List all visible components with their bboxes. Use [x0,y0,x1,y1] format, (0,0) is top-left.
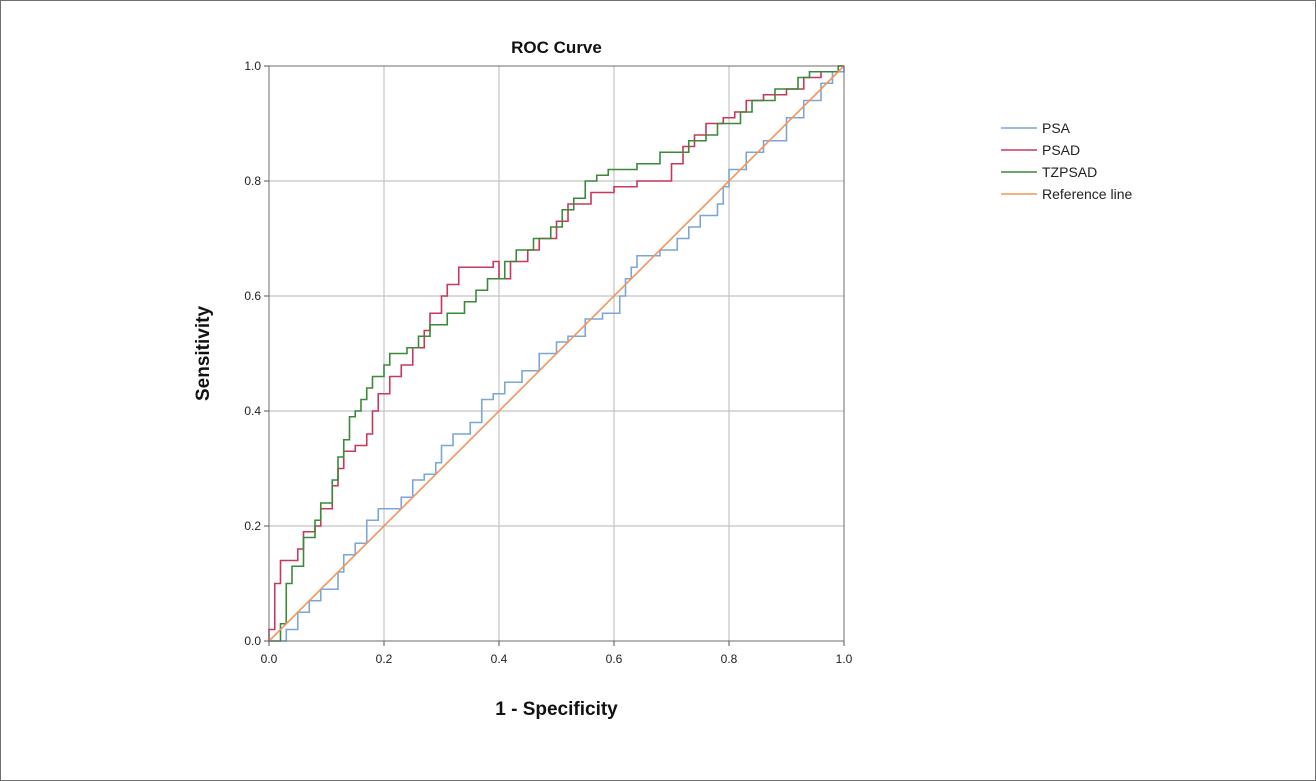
series-line-tzpsad [269,65,844,642]
x-axis-title: 1 - Specificity [495,699,618,720]
grid-layer [269,66,844,641]
y-tick-label: 0.0 [244,634,261,648]
legend-label: Reference line [1042,186,1132,202]
x-tick-label: 0.0 [261,652,278,666]
series-line-reference-line [268,65,845,642]
chart-title: ROC Curve [511,38,602,57]
legend: PSA PSAD TZPSAD Reference line [1001,120,1132,202]
x-tick-label: 0.2 [376,652,393,666]
x-tick-label: 0.8 [721,652,738,666]
x-tick-label: 1.0 [836,652,853,666]
legend-label: TZPSAD [1042,164,1097,180]
y-axis-title: Sensitivity [193,306,214,401]
x-tick-label: 0.4 [491,652,508,666]
y-tick-label: 0.2 [244,519,261,533]
x-tick-label: 0.6 [606,652,623,666]
series-layer [268,65,845,642]
tick-layer: 0.0 0.2 0.4 0.6 0.8 1.0 0.0 0.2 0.4 0.6 0.8 1.0 [244,59,852,666]
plot-border [268,65,845,642]
legend-label: PSAD [1042,142,1080,158]
legend-label: PSA [1042,120,1071,136]
y-tick-label: 0.8 [244,174,261,188]
y-tick-label: 0.4 [244,404,261,418]
y-tick-label: 1.0 [244,59,261,73]
y-tick-label: 0.6 [244,289,261,303]
